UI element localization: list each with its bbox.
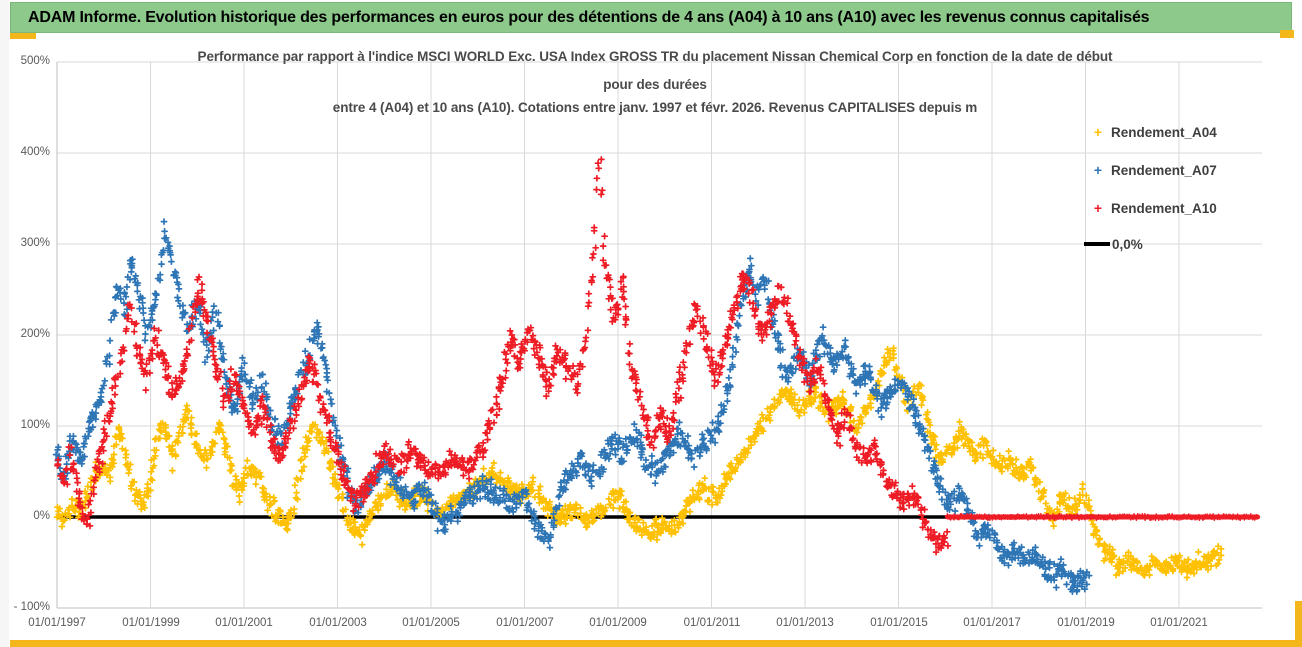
legend-label: 0,0% xyxy=(1112,236,1143,252)
selection-border-right xyxy=(1295,601,1302,647)
zero-line-swatch xyxy=(1084,242,1110,246)
legend-item-rendement-a07[interactable]: + Rendement_A07 xyxy=(1085,160,1300,180)
legend-label: Rendement_A07 xyxy=(1111,162,1217,178)
x-axis-label-2011: 01/01/2011 xyxy=(683,617,741,629)
x-axis-label-2017: 01/01/2017 xyxy=(963,617,1021,629)
x-axis-label-2009: 01/01/2009 xyxy=(589,617,647,629)
header-title: ADAM Informe. Evolution historique des p… xyxy=(28,9,1150,26)
y-axis-label-400: 400% xyxy=(20,146,50,158)
y-axis-label-0: 0% xyxy=(33,510,50,522)
selection-handle-top-left[interactable] xyxy=(10,33,36,39)
x-axis-label-2003: 01/01/2003 xyxy=(309,617,367,629)
y-axis-label-200: 200% xyxy=(20,328,50,340)
y-axis-label-neg100: - 100% xyxy=(13,601,50,613)
x-axis-label-2007: 01/01/2007 xyxy=(496,617,554,629)
plus-marker-icon: + xyxy=(1093,124,1103,140)
x-axis-label-2005: 01/01/2005 xyxy=(402,617,460,629)
series-Rendement_A04 xyxy=(53,344,1225,581)
plus-marker-icon: + xyxy=(1093,162,1103,178)
flat-zero-segment-markers xyxy=(944,512,1260,522)
page-left-gutter xyxy=(0,0,9,647)
plus-marker-icon: + xyxy=(1093,200,1103,216)
x-axis-label-1999: 01/01/1999 xyxy=(122,617,180,629)
y-axis-label-300: 300% xyxy=(20,237,50,249)
legend-label: Rendement_A10 xyxy=(1111,200,1217,216)
legend-item-rendement-a10[interactable]: + Rendement_A10 xyxy=(1085,198,1300,218)
x-axis-label-2019: 01/01/2019 xyxy=(1057,617,1115,629)
x-axis-label-2001: 01/01/2001 xyxy=(215,617,273,629)
legend-label: Rendement_A04 xyxy=(1111,124,1217,140)
legend-item-rendement-a04[interactable]: + Rendement_A04 xyxy=(1085,122,1300,142)
x-axis-label-1997: 01/01/1997 xyxy=(28,617,86,629)
series-Rendement_A10 xyxy=(53,155,952,556)
selection-border-bottom xyxy=(10,640,1302,647)
header-title-bar[interactable]: ADAM Informe. Evolution historique des p… xyxy=(10,2,1292,33)
x-axis-label-2021: 01/01/2021 xyxy=(1150,617,1208,629)
chart-title-line-3: entre 4 (A04) et 10 ans (A10). Cotations… xyxy=(332,100,978,115)
selection-handle-top-right[interactable] xyxy=(1280,30,1294,38)
y-axis-label-100: 100% xyxy=(20,419,50,431)
legend-item-zero-line[interactable]: 0,0% xyxy=(1084,234,1299,254)
chart-title-line-2: pour des durées xyxy=(603,77,707,92)
x-axis-label-2015: 01/01/2015 xyxy=(870,617,928,629)
x-axis-label-2013: 01/01/2013 xyxy=(776,617,834,629)
y-axis-label-500: 500% xyxy=(20,55,50,67)
chart-title-line-1: Performance par rapport à l'indice MSCI … xyxy=(197,49,1113,64)
